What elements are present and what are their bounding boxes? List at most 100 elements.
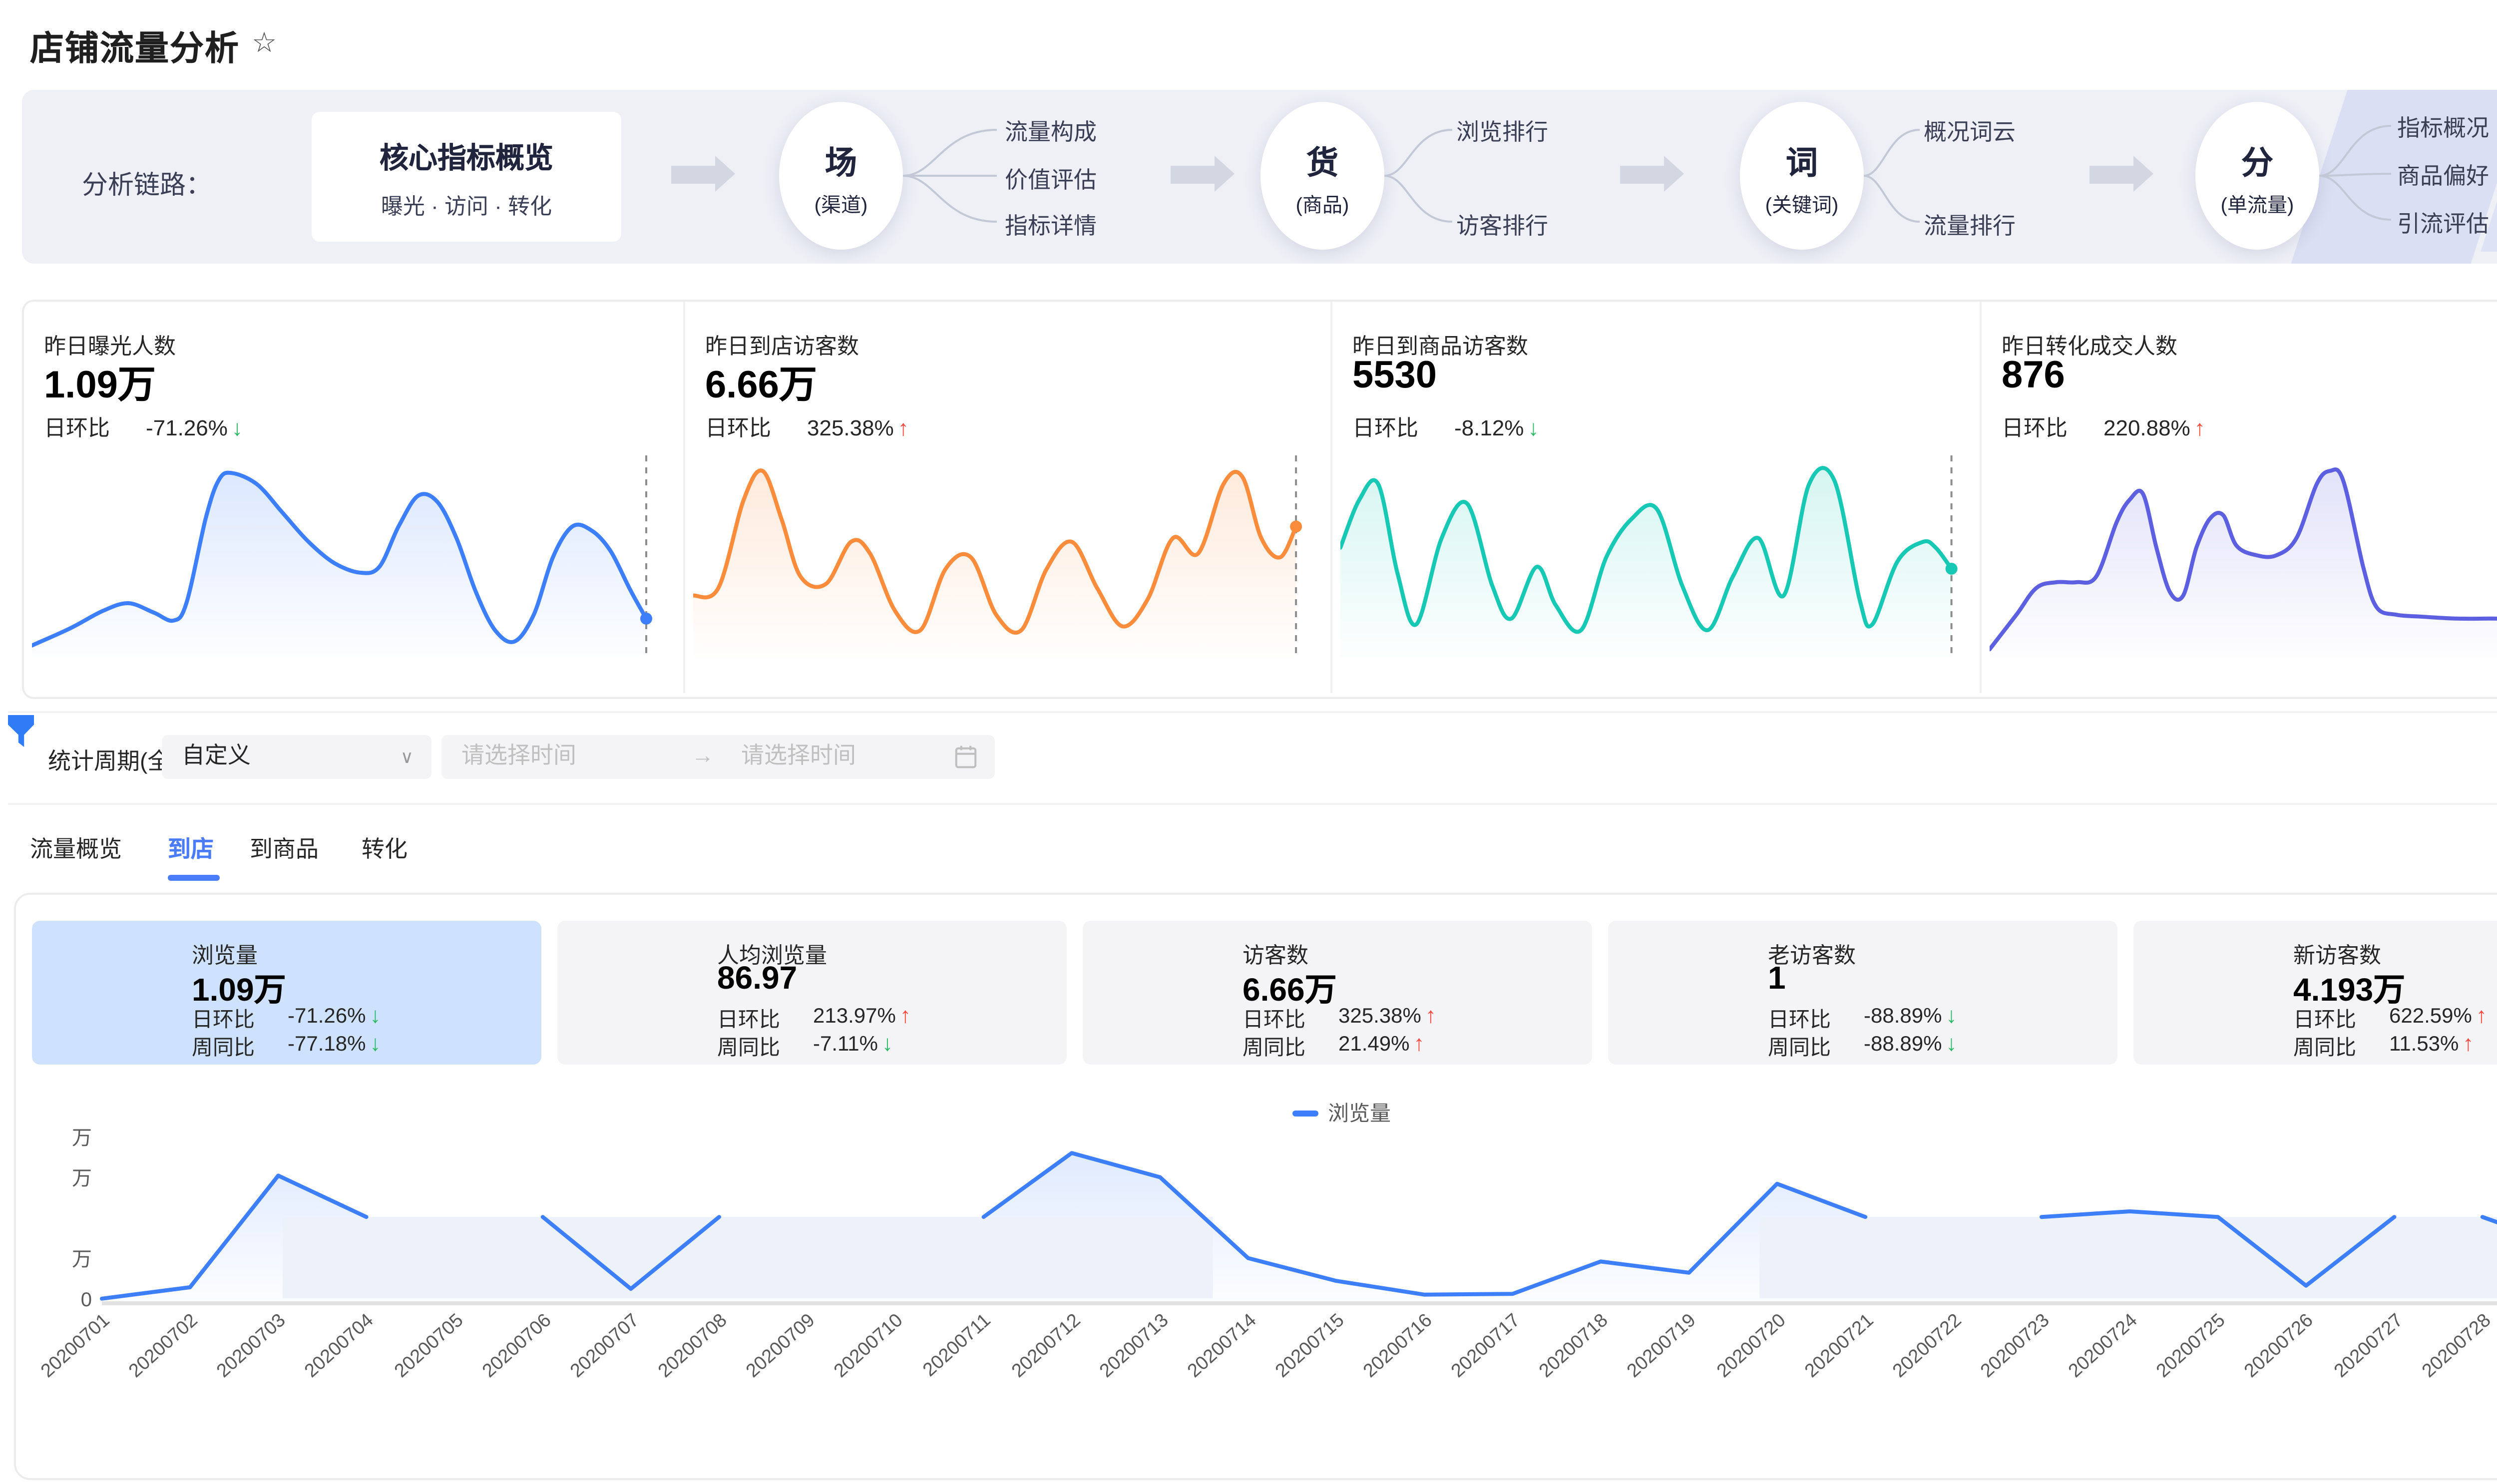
node-sub: (关键词) [1765,196,1839,218]
tab-arrive-store[interactable]: 到店 [168,839,214,863]
connector-lines [903,129,997,223]
legend-line-icon [1292,1110,1318,1116]
analysis-chain-label: 分析链路： [82,170,212,200]
metric-title: 老访客数 [1768,945,1856,969]
node-channel[interactable]: 场 (渠道) [779,102,903,250]
metric-title: 人均浏览量 [717,945,827,969]
sparkline-chart [1340,455,1958,659]
end-date-input[interactable]: 请选择时间 [741,745,856,769]
core-metric-node[interactable]: 核心指标概览 曝光 · 访问 · 转化 [312,112,621,242]
node-name: 场 [825,148,857,182]
kpi-title: 昨日到店访客数 [705,336,859,360]
kpi-title: 昨日转化成交人数 [2002,336,2177,360]
metric-row: 日环比 213.97% ↑ [717,1005,911,1033]
period-select[interactable]: 自定义 ∨ [162,735,431,779]
node-name: 货 [1306,148,1338,182]
branch-item[interactable]: 访客排行 [1456,216,1548,240]
start-date-input[interactable]: 请选择时间 [461,745,576,769]
metric-row: 周同比 -7.11% ↓ [717,1033,893,1061]
tab-traffic-overview[interactable]: 流量概览 [30,839,122,863]
trend-arrow: ↓ [1946,1005,1957,1029]
date-range-picker[interactable]: 请选择时间 → 请选择时间 [441,735,995,779]
sparkline-chart [693,455,1302,659]
kpi-card-conversion: 昨日转化成交人数 876 日环比 220.88% ↑ [1980,302,2497,693]
core-node-subtitle: 曝光 · 访问 · 转化 [381,196,552,220]
divider [8,803,2497,805]
trend-arrow: ↓ [1946,1033,1957,1057]
branch-item[interactable]: 指标详情 [1005,216,1097,240]
node-single-flow[interactable]: 分 (单流量) [2195,102,2319,250]
y-axis-tick: 7.5万 [72,1167,92,1189]
range-arrow-icon: → [691,745,714,769]
legend-label: 浏览量 [1328,1103,1391,1126]
metric-value: 1 [1768,963,1786,997]
branch-item[interactable]: 流量构成 [1005,122,1097,146]
branch-item[interactable]: 概况词云 [1924,122,2016,146]
kpi-value: 5530 [1352,356,1437,397]
branch-item[interactable]: 流量排行 [1924,216,2016,240]
connector-lines [1864,129,1920,223]
flow-arrow-icon [2089,156,2153,192]
branch-item[interactable]: 浏览排行 [1456,122,1548,146]
traffic-detail-panel: 浏览量 1.09万 日环比 -71.26% ↓ 周同比 -77.18% ↓ 人均浏览量 … [14,893,2497,1480]
kpi-value: 1.09万 [44,366,156,407]
kpi-ratio-row: 日环比 -8.12% ↓ [1352,417,1539,441]
connector-lines [1384,129,1453,223]
metric-title: 访客数 [1243,945,1308,969]
branch-item[interactable]: 指标概况 [2397,118,2489,142]
kpi-title: 昨日到商品访客数 [1352,336,1528,360]
tab-conversion[interactable]: 转化 [362,839,408,863]
metric-row: 周同比 -88.89% ↓ [1768,1033,1957,1061]
divider [8,711,2497,713]
branch-item[interactable]: 价值评估 [1005,170,1097,194]
filter-flag-icon[interactable] [8,715,34,747]
kpi-card-store-visitors: 昨日到店访客数 6.66万 日环比 325.38% ↑ [683,302,1332,693]
tab-arrive-product[interactable]: 到商品 [250,839,319,863]
metric-card-visitors[interactable]: 访客数 6.66万 日环比 325.38% ↑ 周同比 21.49% ↑ [1083,921,1592,1065]
node-product[interactable]: 货 (商品) [1260,102,1384,250]
metric-title: 新访客数 [2293,945,2381,969]
trend-arrow: ↓ [370,1005,381,1029]
analysis-chain-banner: 分析链路： 核心指标概览 曝光 · 访问 · 转化 场 (渠道) 流量构成 价值… [22,90,2497,264]
kpi-value: 876 [2002,356,2065,397]
flow-arrow-icon [671,156,735,192]
trend-arrow: ↓ [370,1033,381,1057]
trend-arrow: ↑ [2194,417,2205,441]
trend-arrow: ↑ [899,1005,911,1029]
kpi-ratio-row: 日环比 -71.26% ↓ [44,417,243,441]
metric-value: 4.193万 [2293,975,2406,1009]
trend-arrow: ↓ [1528,417,1539,441]
metric-card-avg-pageviews[interactable]: 人均浏览量 86.97 日环比 213.97% ↑ 周同比 -7.11% ↓ [557,921,1067,1065]
trend-arrow: ↑ [1413,1033,1425,1057]
sparkline-chart [1990,467,2497,657]
kpi-ratio-row: 日环比 325.38% ↑ [705,417,909,441]
y-axis-tick: 0 [81,1289,92,1311]
sparkline-chart [32,455,653,659]
branch-item[interactable]: 商品偏好 [2397,166,2489,190]
trend-arrow: ↓ [882,1033,893,1057]
metric-card-old-visitors[interactable]: 老访客数 1 日环比 -88.89% ↓ 周同比 -88.89% ↓ [1608,921,2117,1065]
metric-card-pageviews[interactable]: 浏览量 1.09万 日环比 -71.26% ↓ 周同比 -77.18% ↓ [32,921,541,1065]
node-name: 词 [1785,148,1818,182]
chart-legend[interactable]: 浏览量 [16,1099,2497,1128]
node-keyword[interactable]: 词 (关键词) [1740,102,1864,250]
active-tab-underline [168,875,220,880]
node-name: 分 [2241,148,2273,182]
metric-row: 日环比 325.38% ↑ [1243,1005,1436,1033]
kpi-card-product-visitors: 昨日到商品访客数 5530 日环比 -8.12% ↓ [1330,302,1982,693]
connector-lines [2319,125,2392,221]
trend-arrow: ↑ [2476,1005,2487,1029]
metric-row: 日环比 -71.26% ↓ [192,1005,381,1033]
trend-arrow: ↓ [231,417,243,441]
metric-row: 周同比 21.49% ↑ [1243,1033,1425,1061]
metric-card-new-visitors[interactable]: 新访客数 4.193万 日环比 622.59% ↑ 周同比 11.53% ↑ [2133,921,2497,1065]
favorite-star-icon[interactable]: ☆ [252,26,277,58]
branch-item[interactable]: 引流评估 [2397,214,2489,238]
page-title: 店铺流量分析 [30,30,240,68]
chevron-down-icon: ∨ [400,747,414,767]
trend-arrow: ↑ [2463,1033,2474,1057]
flow-arrow-icon [1171,156,1235,192]
traffic-line-chart: 0 2.5万 7.5万 10万 [72,1127,2497,1311]
metric-value: 6.66万 [1243,975,1337,1009]
